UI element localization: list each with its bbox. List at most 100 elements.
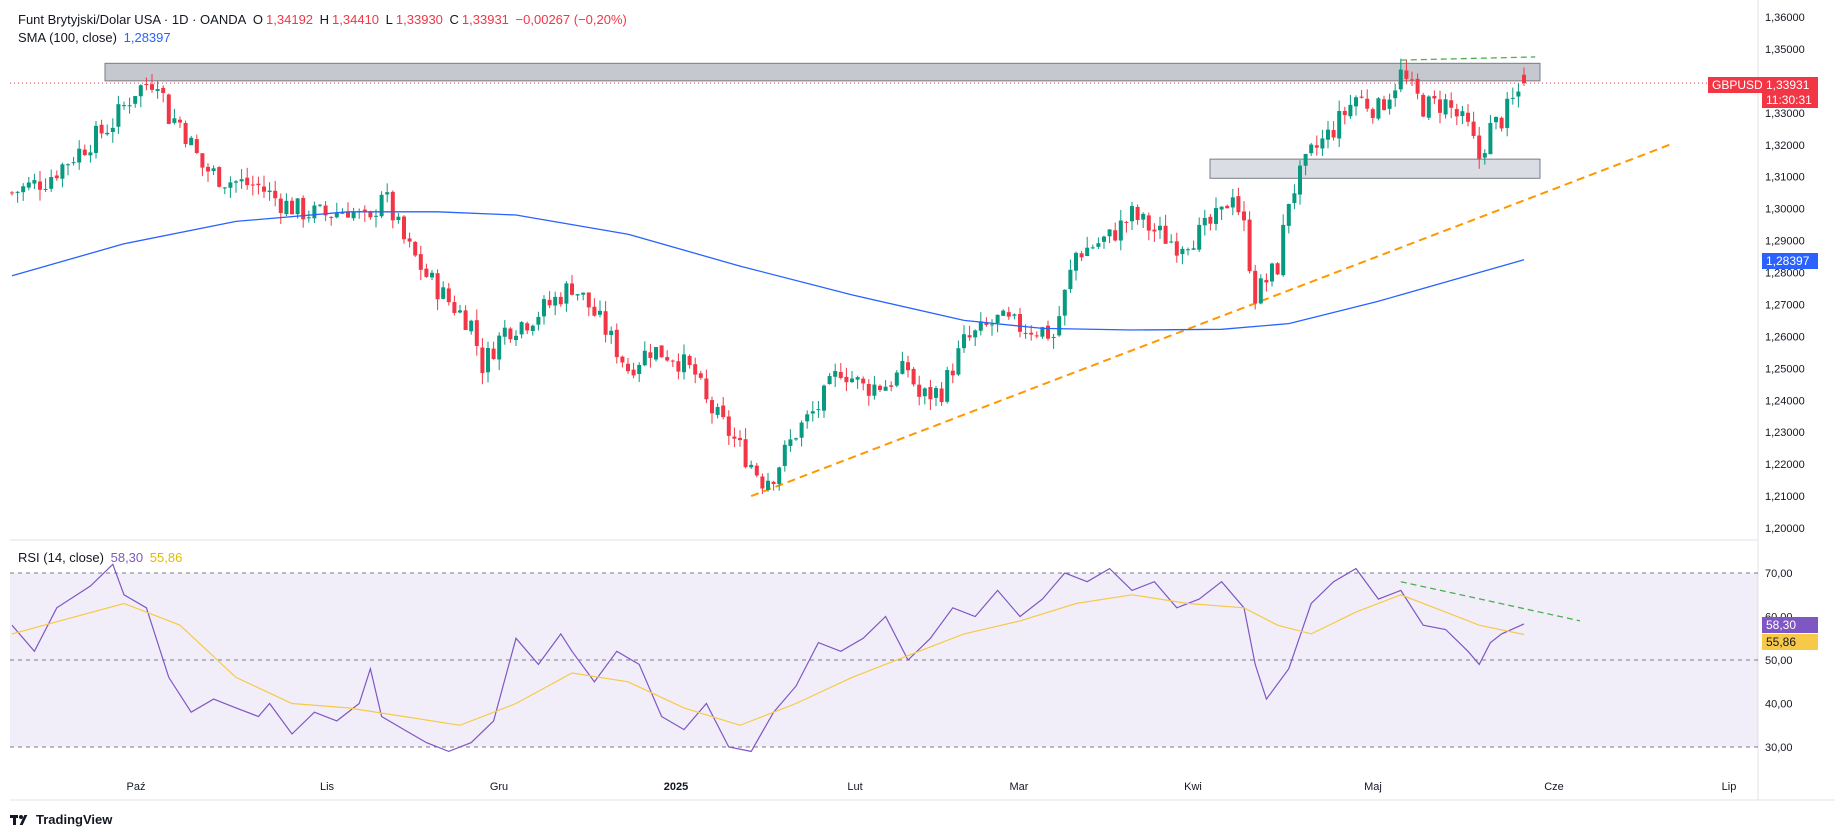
low-label: L xyxy=(385,12,393,27)
candle-body xyxy=(1242,211,1246,221)
high-value: 1,34410 xyxy=(332,12,380,27)
candle-body xyxy=(794,438,798,440)
candle-body xyxy=(127,105,132,107)
candle-body xyxy=(250,184,255,186)
sma-price-tag: 1,28397 xyxy=(1762,253,1818,269)
candle-body xyxy=(766,480,770,490)
candle-body xyxy=(1426,96,1431,118)
candle-body xyxy=(301,197,306,220)
candle-body xyxy=(1230,197,1235,208)
candle-body xyxy=(480,347,485,374)
candle-body xyxy=(1090,247,1095,249)
price-axis-tick: 1,29000 xyxy=(1765,236,1805,248)
candle-body xyxy=(1118,220,1123,241)
price-axis-tick: 1,24000 xyxy=(1765,395,1805,407)
candle-body xyxy=(105,132,110,135)
candle-body xyxy=(603,311,608,335)
candle-body xyxy=(872,384,877,396)
price-axis-tick: 1,31000 xyxy=(1765,172,1805,184)
candle-body xyxy=(1006,312,1011,317)
candle-body xyxy=(564,283,569,304)
candle-body xyxy=(945,370,950,402)
candle-body xyxy=(547,299,552,306)
candle-body xyxy=(10,192,14,194)
candle-body xyxy=(368,211,373,218)
price-axis-tick: 1,35000 xyxy=(1765,44,1805,56)
candle-body xyxy=(906,362,910,371)
candle-body xyxy=(536,316,541,325)
high-label: H xyxy=(319,12,330,27)
price-axis-tick: 1,30000 xyxy=(1765,204,1805,216)
candle-body xyxy=(150,84,154,90)
candle-body xyxy=(346,211,350,218)
candle-body xyxy=(934,388,938,398)
candle-body xyxy=(278,198,283,213)
candle-body xyxy=(1152,229,1157,232)
candle-body xyxy=(88,152,93,156)
candle-body xyxy=(1186,249,1190,251)
sma-value: 1,28397 xyxy=(123,30,171,45)
rsi-axis-tick: 50,00 xyxy=(1765,655,1793,667)
candle-body xyxy=(43,188,48,190)
candle-body xyxy=(614,329,619,358)
price-axis-tick: 1,27000 xyxy=(1765,299,1805,311)
candle-body xyxy=(1191,248,1196,250)
rsi-axis-tick: 30,00 xyxy=(1765,742,1793,754)
candle-body xyxy=(430,272,434,278)
candle-body xyxy=(530,325,535,331)
candle-body xyxy=(900,360,905,374)
rsi-ma-tag: 55,86 xyxy=(1762,634,1818,650)
candle-body xyxy=(749,464,754,468)
candle-body xyxy=(38,181,42,190)
candle-body xyxy=(374,215,378,217)
candle-body xyxy=(133,96,138,104)
time-axis-tick: Gru xyxy=(490,781,508,793)
symbol-tag: GBPUSD xyxy=(1708,77,1767,93)
candle-body xyxy=(1522,74,1526,84)
candle-body xyxy=(822,385,826,411)
candle-body xyxy=(967,335,972,338)
candle-body xyxy=(542,299,546,317)
candle-body xyxy=(222,187,227,189)
candle-body xyxy=(26,182,31,188)
candle-body xyxy=(866,384,871,396)
candle-body xyxy=(1225,205,1230,209)
candle-body xyxy=(676,361,681,372)
symbol-title[interactable]: Funt Brytyjski/Dolar USA · 1D · OANDA xyxy=(18,12,247,27)
candle-body xyxy=(1438,99,1442,113)
candle-body xyxy=(911,368,916,385)
candle-body xyxy=(760,476,765,489)
sma-legend[interactable]: SMA (100, close) 1,28397 xyxy=(18,30,174,46)
candle-body xyxy=(878,385,882,391)
candle-body xyxy=(1309,144,1314,154)
candle-body xyxy=(284,200,289,215)
candle-body xyxy=(418,254,423,270)
candle-body xyxy=(1516,91,1521,97)
support-zone xyxy=(1209,158,1541,179)
candle-body xyxy=(1057,316,1062,336)
candle-body xyxy=(1275,263,1280,275)
candle-body xyxy=(575,294,580,296)
candle-body xyxy=(32,180,37,184)
candle-body xyxy=(777,467,782,484)
candle-body xyxy=(1286,203,1291,226)
price-axis-tick: 1,33000 xyxy=(1765,108,1805,120)
candle-body xyxy=(715,407,720,415)
candle-body xyxy=(1236,196,1241,213)
time-axis-tick: Lip xyxy=(1722,781,1737,793)
candle-body xyxy=(1163,225,1168,244)
candle-body xyxy=(194,139,199,153)
candle-body xyxy=(234,181,238,183)
tradingview-logo[interactable]: TradingView xyxy=(10,812,112,827)
candle-body xyxy=(60,164,65,179)
candle-body xyxy=(166,94,171,124)
candle-body xyxy=(782,444,787,467)
candle-body xyxy=(178,119,182,123)
rsi-legend[interactable]: RSI (14, close) 58,30 55,86 xyxy=(18,550,185,566)
candle-body xyxy=(1146,215,1151,231)
sma-label: SMA (100, close) xyxy=(18,30,117,45)
candle-body xyxy=(519,322,524,335)
candle-body xyxy=(66,164,70,166)
candle-body xyxy=(704,378,709,400)
